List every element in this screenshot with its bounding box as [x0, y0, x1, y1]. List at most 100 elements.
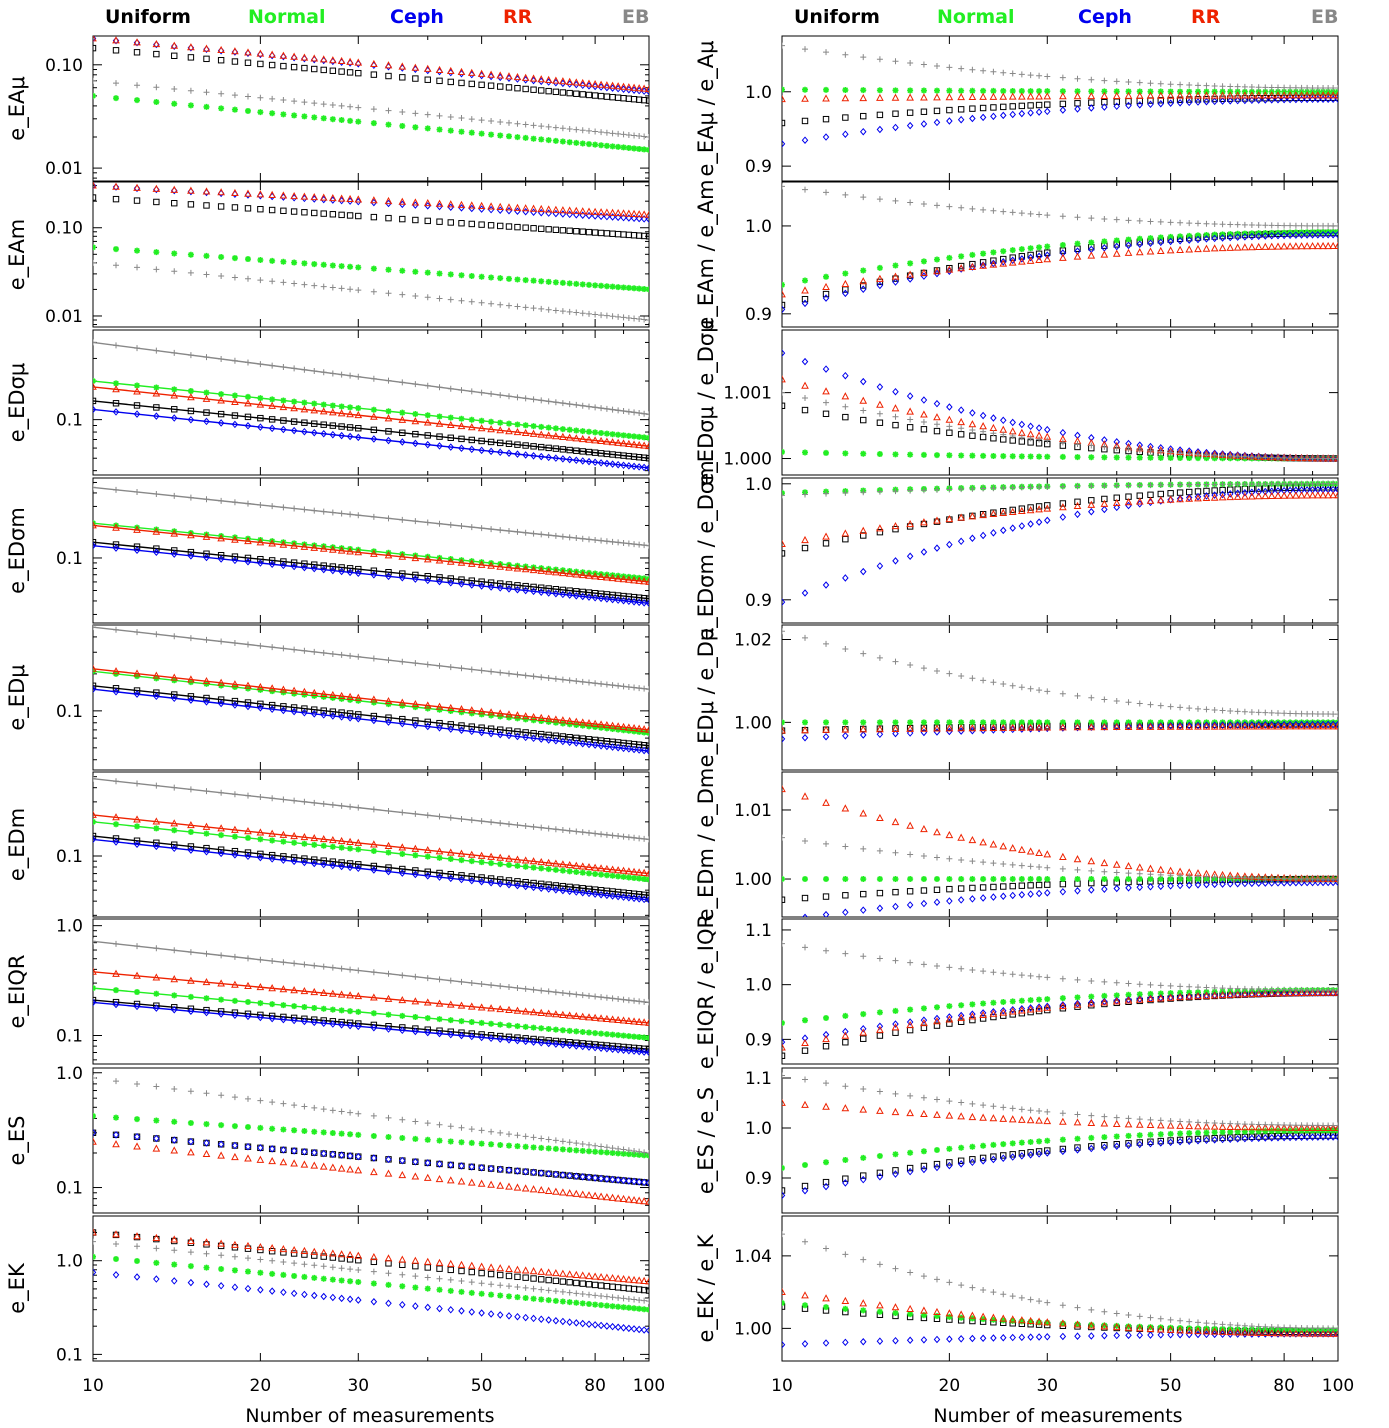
data-point	[370, 1154, 378, 1162]
data-point	[268, 1244, 276, 1252]
data-point	[458, 1278, 465, 1285]
data-point	[597, 1044, 605, 1052]
data-point	[920, 724, 928, 732]
data-point	[447, 1306, 455, 1314]
data-point	[487, 1164, 495, 1173]
data-point	[153, 266, 160, 273]
data-point	[646, 317, 649, 324]
data-point	[645, 1179, 649, 1187]
data-point	[1227, 874, 1234, 881]
data-point	[1227, 453, 1234, 460]
data-point	[990, 112, 997, 121]
data-point	[544, 1268, 553, 1276]
data-point	[1298, 222, 1305, 229]
data-point	[329, 1293, 337, 1302]
data-point	[354, 1251, 363, 1259]
data-point	[1211, 487, 1218, 494]
data-point	[1334, 485, 1338, 494]
data-point	[1009, 256, 1016, 265]
data-point	[231, 188, 239, 197]
data-point	[640, 1276, 648, 1284]
data-point	[1059, 513, 1067, 521]
data-point	[958, 876, 965, 883]
data-point	[505, 275, 512, 282]
data-point	[603, 1302, 610, 1309]
plot-area	[782, 42, 1338, 148]
data-point	[641, 316, 648, 323]
data-point	[134, 1243, 141, 1250]
data-point	[436, 1029, 443, 1038]
data-point	[969, 427, 976, 434]
legend-left: Uniform Normal Ceph RR EB	[105, 6, 649, 28]
series-uniform	[93, 996, 649, 1053]
data-point	[170, 185, 179, 193]
data-point	[979, 531, 987, 540]
data-point	[436, 1286, 443, 1293]
data-point	[478, 221, 485, 228]
plot-frame	[92, 918, 650, 1065]
data-point	[608, 1193, 617, 1201]
data-point	[477, 1262, 486, 1270]
data-point	[399, 291, 406, 298]
data-point	[586, 1291, 593, 1298]
data-point	[552, 1145, 559, 1152]
data-point	[1177, 872, 1184, 879]
data-point	[645, 97, 649, 104]
data-point	[645, 1287, 649, 1294]
data-point	[1157, 454, 1164, 461]
data-point	[615, 313, 622, 320]
data-point	[1275, 222, 1281, 229]
data-point	[268, 1145, 276, 1153]
data-point	[579, 140, 586, 147]
data-point	[1186, 450, 1193, 457]
plot-frame	[92, 1067, 650, 1214]
data-point	[1088, 483, 1095, 490]
data-point	[370, 196, 378, 204]
data-point	[1281, 480, 1288, 487]
data-point	[1027, 245, 1034, 252]
data-point	[170, 41, 179, 49]
data-point	[436, 1160, 443, 1168]
data-point	[412, 1118, 419, 1125]
data-point	[598, 282, 605, 289]
data-point	[614, 82, 622, 90]
data-point	[113, 1256, 120, 1263]
data-point	[458, 726, 465, 735]
data-point	[385, 1155, 392, 1164]
data-point	[257, 1124, 264, 1131]
data-point	[1261, 491, 1270, 500]
data-point	[93, 1268, 97, 1277]
data-point	[1248, 221, 1255, 228]
fit-line-uniform	[93, 685, 649, 747]
data-point	[1027, 876, 1034, 883]
data-point	[1008, 92, 1017, 100]
data-point	[559, 206, 567, 214]
data-point	[1009, 484, 1016, 491]
data-point	[801, 406, 809, 414]
data-point	[347, 1109, 354, 1116]
data-point	[979, 510, 987, 519]
data-point	[1088, 88, 1095, 95]
data-point	[1018, 88, 1025, 95]
data-point	[933, 421, 940, 428]
data-point	[385, 1260, 392, 1267]
data-point	[1335, 222, 1338, 229]
data-point	[203, 553, 210, 562]
data-point	[603, 891, 611, 900]
data-point	[566, 308, 573, 315]
data-point	[346, 57, 354, 65]
data-point	[545, 589, 552, 597]
data-point	[1074, 240, 1081, 247]
data-point	[310, 859, 318, 868]
data-point	[153, 1259, 160, 1266]
data-point	[1044, 876, 1051, 883]
legend-ceph: Ceph	[1078, 6, 1132, 28]
data-point	[1275, 454, 1281, 461]
data-point	[1009, 432, 1016, 439]
data-point	[171, 1118, 178, 1125]
data-point	[505, 1142, 512, 1149]
y-axis-label: e_EK	[5, 1262, 30, 1314]
y-tick-label: 1.0	[56, 917, 83, 937]
data-point	[822, 798, 830, 806]
data-point	[257, 1097, 264, 1104]
